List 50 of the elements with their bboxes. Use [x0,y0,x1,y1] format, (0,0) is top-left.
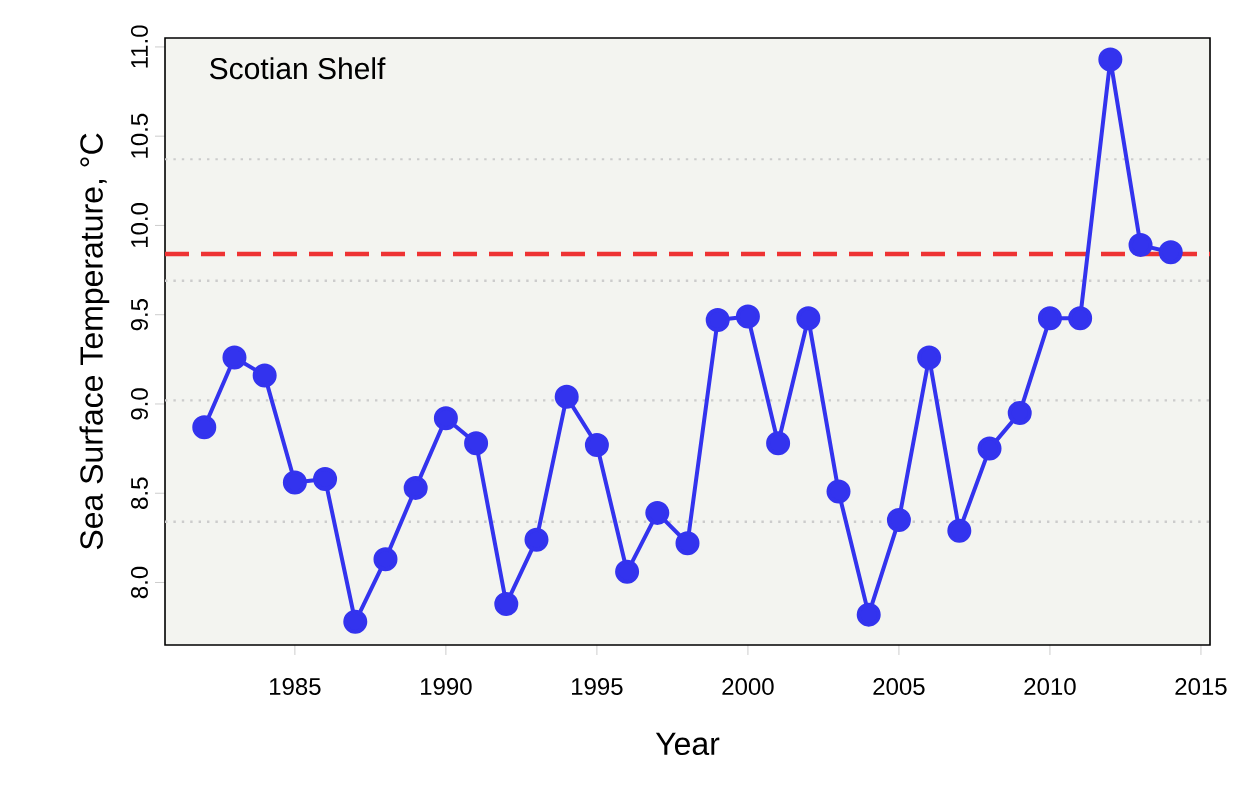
point [645,500,670,525]
point [252,363,277,388]
point [705,308,730,333]
x-axis-title: Year [655,732,720,756]
point [343,609,368,634]
point [886,508,911,533]
x-tick-label: 2015 [1175,678,1227,696]
point [282,470,307,495]
point [494,591,519,616]
point [433,406,458,431]
point [524,527,549,552]
x-tick-label: 1990 [421,678,472,696]
point [1007,400,1032,425]
point [1128,233,1153,258]
point [917,345,942,370]
point [313,466,338,491]
x-tick-label: 2010 [1024,678,1076,696]
x-tick-label: 2005 [873,678,925,696]
point [735,304,760,329]
point [826,479,851,504]
y-tick-label: 9.0 [130,388,148,420]
point [796,306,821,331]
point [464,431,489,456]
y-axis-title: Sea Surface Temperature, °C [79,133,110,550]
y-tick-label: 10.0 [130,203,148,247]
x-tick-label: 2000 [722,678,774,696]
annotation: Scotian Shelf [210,57,386,80]
y-tick-label: 9.5 [130,299,148,331]
point [554,384,579,409]
point [615,559,640,584]
y-tick-label: 8.5 [130,477,148,509]
y-tick-label: 8.0 [130,566,148,599]
point [192,415,217,440]
point [403,475,428,500]
point [222,345,247,370]
point [373,547,398,572]
x-tick-label: 1995 [572,678,623,696]
point [584,433,609,458]
point [977,436,1002,461]
point [766,431,791,456]
point [947,518,972,543]
point [1068,306,1093,331]
point [1158,240,1183,265]
point [1037,306,1062,331]
point [856,602,881,627]
x-tick-label: 1985 [270,678,321,696]
point [1098,47,1123,72]
y-tick-label: 11.0 [130,25,148,68]
point [675,531,700,556]
y-tick-label: 10.5 [130,113,148,158]
